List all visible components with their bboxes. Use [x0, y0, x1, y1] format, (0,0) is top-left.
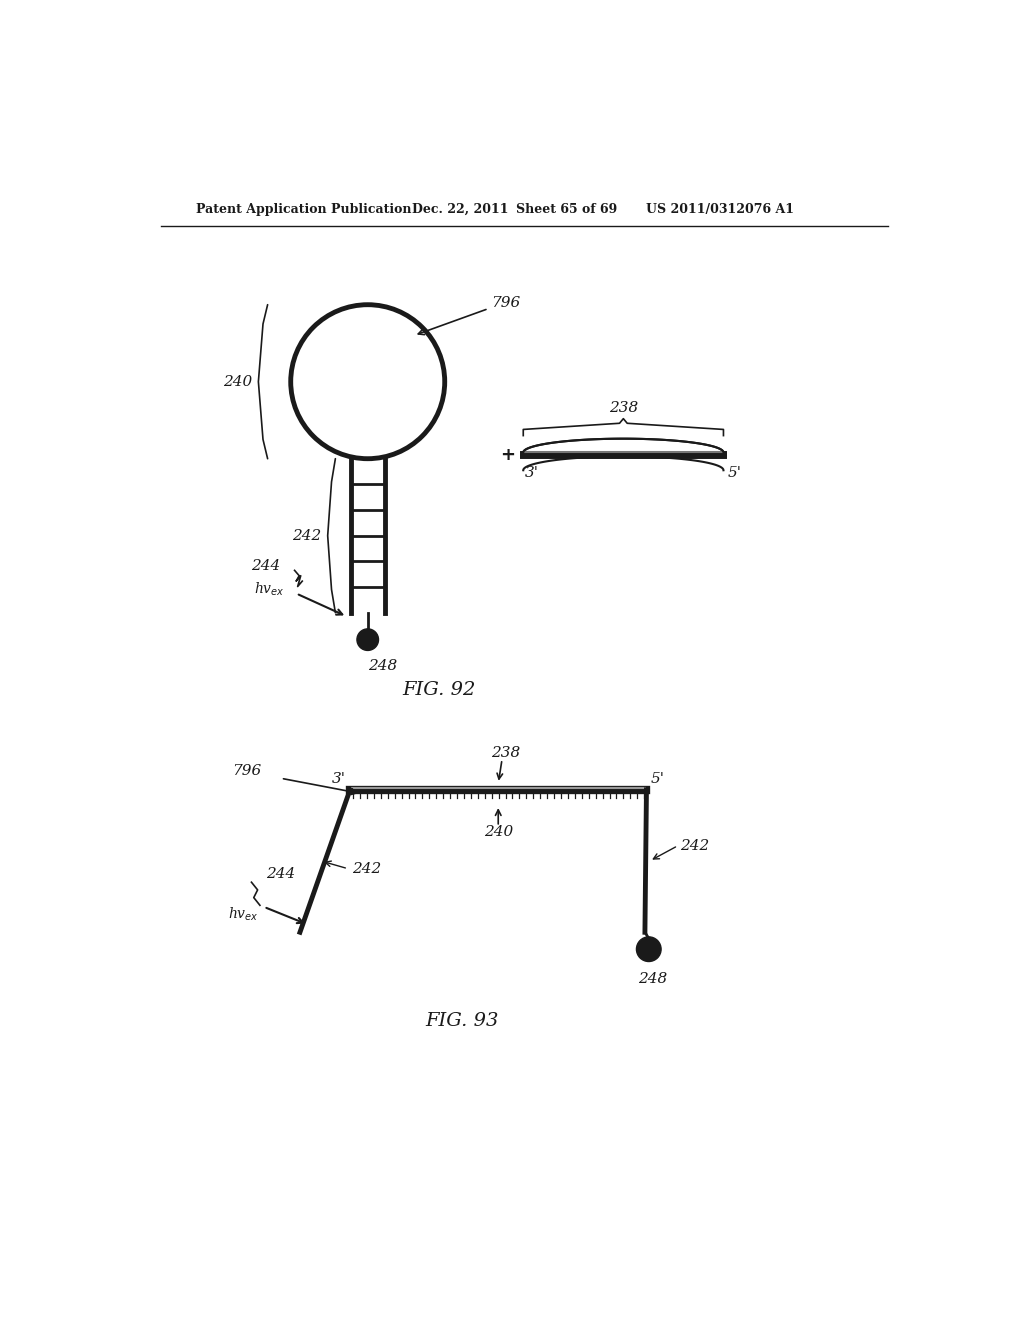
Text: hv$_{ex}$: hv$_{ex}$: [254, 581, 285, 598]
Text: 238: 238: [492, 746, 520, 760]
Text: Sheet 65 of 69: Sheet 65 of 69: [515, 203, 616, 216]
Text: 5': 5': [727, 466, 741, 480]
Text: 242: 242: [680, 838, 710, 853]
Text: 242: 242: [292, 529, 322, 543]
Circle shape: [637, 937, 662, 961]
Text: 240: 240: [223, 375, 252, 388]
Text: 5': 5': [650, 772, 665, 785]
Circle shape: [357, 628, 379, 651]
Text: FIG. 92: FIG. 92: [401, 681, 475, 698]
Text: FIG. 93: FIG. 93: [425, 1012, 499, 1030]
Text: 796: 796: [490, 296, 520, 310]
Text: 796: 796: [232, 763, 261, 777]
Text: +: +: [501, 446, 515, 463]
Text: 244: 244: [266, 867, 295, 882]
Text: 3': 3': [524, 466, 539, 480]
Text: Dec. 22, 2011: Dec. 22, 2011: [412, 203, 508, 216]
Text: 3': 3': [332, 772, 346, 785]
Text: 240: 240: [483, 825, 513, 840]
Text: Patent Application Publication: Patent Application Publication: [196, 203, 412, 216]
Text: 238: 238: [608, 401, 638, 414]
Text: 248: 248: [369, 659, 397, 673]
Text: 248: 248: [638, 973, 668, 986]
Text: US 2011/0312076 A1: US 2011/0312076 A1: [646, 203, 795, 216]
Text: 244: 244: [252, 560, 281, 573]
Text: 242: 242: [352, 862, 381, 875]
Text: hv$_{ex}$: hv$_{ex}$: [228, 906, 259, 923]
